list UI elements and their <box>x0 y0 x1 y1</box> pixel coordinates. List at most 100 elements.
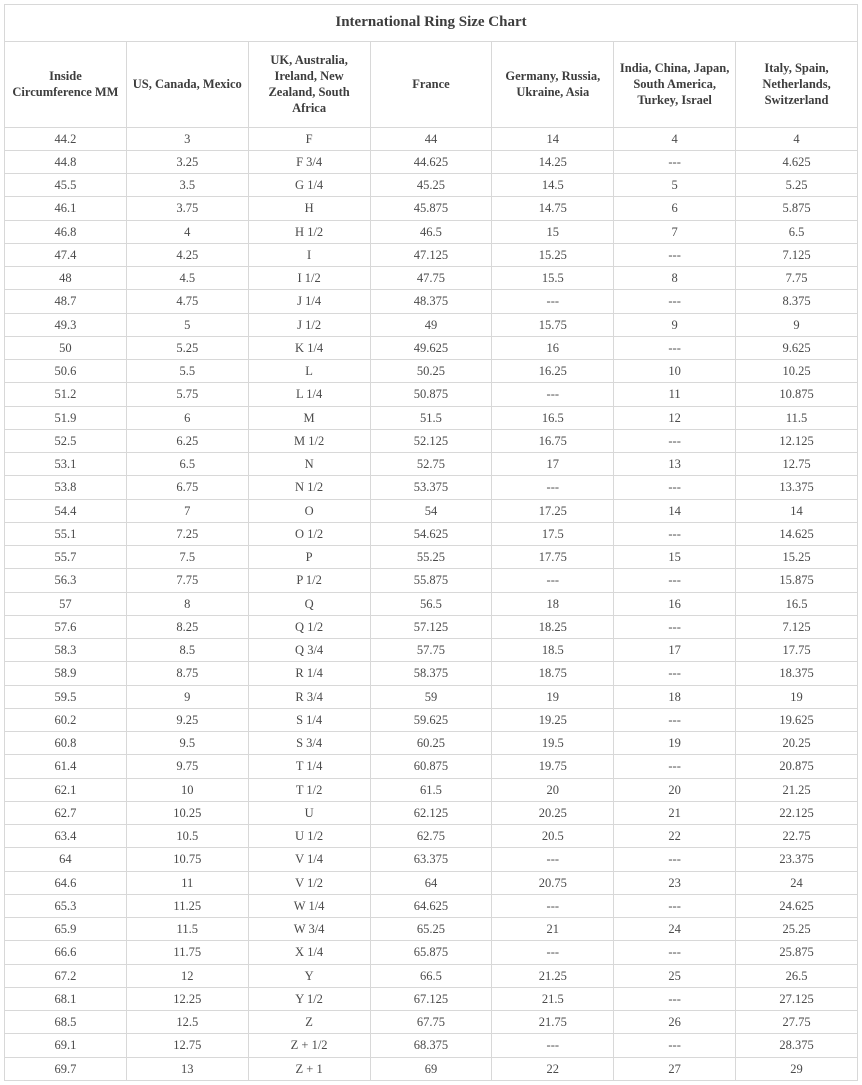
table-cell: 27 <box>614 1057 736 1080</box>
table-cell: 15.75 <box>492 313 614 336</box>
table-cell: 20 <box>492 778 614 801</box>
table-cell: --- <box>614 708 736 731</box>
table-cell: 17 <box>614 639 736 662</box>
table-cell: 10.75 <box>126 848 248 871</box>
table-cell: 47.4 <box>5 243 127 266</box>
table-cell: 9 <box>736 313 858 336</box>
table-cell: 21.25 <box>736 778 858 801</box>
table-row: 64.611V 1/26420.752324 <box>5 871 858 894</box>
table-cell: 21.25 <box>492 964 614 987</box>
table-cell: --- <box>492 848 614 871</box>
table-cell: H 1/2 <box>248 220 370 243</box>
table-cell: Z + 1/2 <box>248 1034 370 1057</box>
table-row: 66.611.75X 1/465.875------25.875 <box>5 941 858 964</box>
table-cell: 28.375 <box>736 1034 858 1057</box>
table-cell: 60.8 <box>5 732 127 755</box>
table-cell: 16.5 <box>736 592 858 615</box>
table-cell: --- <box>614 1034 736 1057</box>
table-cell: 14 <box>736 499 858 522</box>
table-cell: 57.75 <box>370 639 492 662</box>
table-row: 52.56.25M 1/252.12516.75---12.125 <box>5 429 858 452</box>
table-cell: 46.5 <box>370 220 492 243</box>
table-cell: 13 <box>126 1057 248 1080</box>
table-cell: 9.5 <box>126 732 248 755</box>
table-cell: 50.25 <box>370 360 492 383</box>
table-cell: 61.5 <box>370 778 492 801</box>
table-cell: N 1/2 <box>248 476 370 499</box>
table-cell: 67.75 <box>370 1011 492 1034</box>
table-cell: 64.625 <box>370 894 492 917</box>
table-cell: 54 <box>370 499 492 522</box>
table-cell: 69 <box>370 1057 492 1080</box>
table-row: 46.13.75H45.87514.7565.875 <box>5 197 858 220</box>
table-cell: X 1/4 <box>248 941 370 964</box>
table-row: 67.212Y66.521.252526.5 <box>5 964 858 987</box>
table-cell: --- <box>492 476 614 499</box>
table-cell: M <box>248 406 370 429</box>
table-cell: 22.75 <box>736 825 858 848</box>
table-cell: 57 <box>5 592 127 615</box>
table-cell: 16.25 <box>492 360 614 383</box>
table-cell: 4.25 <box>126 243 248 266</box>
table-cell: Z <box>248 1011 370 1034</box>
table-row: 6410.75V 1/463.375------23.375 <box>5 848 858 871</box>
table-cell: H <box>248 197 370 220</box>
table-cell: N <box>248 453 370 476</box>
table-cell: 65.875 <box>370 941 492 964</box>
table-cell: 5 <box>614 174 736 197</box>
table-cell: 19 <box>736 685 858 708</box>
table-cell: --- <box>492 569 614 592</box>
table-cell: 7 <box>614 220 736 243</box>
table-cell: 51.2 <box>5 383 127 406</box>
table-row: 484.5I 1/247.7515.587.75 <box>5 267 858 290</box>
table-cell: 62.7 <box>5 801 127 824</box>
table-row: 68.112.25Y 1/267.12521.5---27.125 <box>5 987 858 1010</box>
table-cell: P 1/2 <box>248 569 370 592</box>
table-cell: --- <box>492 894 614 917</box>
table-cell: 58.375 <box>370 662 492 685</box>
table-cell: Z + 1 <box>248 1057 370 1080</box>
table-cell: M 1/2 <box>248 429 370 452</box>
table-cell: 6.5 <box>736 220 858 243</box>
table-cell: 18 <box>492 592 614 615</box>
table-cell: 59 <box>370 685 492 708</box>
table-cell: 44.8 <box>5 150 127 173</box>
table-cell: 59.625 <box>370 708 492 731</box>
table-cell: 46.1 <box>5 197 127 220</box>
table-cell: Y <box>248 964 370 987</box>
table-cell: 7.125 <box>736 615 858 638</box>
table-cell: 19.25 <box>492 708 614 731</box>
table-cell: 67.2 <box>5 964 127 987</box>
table-cell: 62.125 <box>370 801 492 824</box>
table-cell: G 1/4 <box>248 174 370 197</box>
table-cell: 54.625 <box>370 522 492 545</box>
table-row: 50.65.5L50.2516.251010.25 <box>5 360 858 383</box>
table-cell: 20.875 <box>736 755 858 778</box>
table-cell: 12.5 <box>126 1011 248 1034</box>
table-cell: 55.7 <box>5 546 127 569</box>
table-cell: W 3/4 <box>248 918 370 941</box>
table-cell: 17.25 <box>492 499 614 522</box>
table-row: 54.47O5417.251414 <box>5 499 858 522</box>
table-cell: 14 <box>614 499 736 522</box>
table-cell: 5 <box>126 313 248 336</box>
table-cell: --- <box>614 848 736 871</box>
table-row: 46.84H 1/246.51576.5 <box>5 220 858 243</box>
table-cell: I 1/2 <box>248 267 370 290</box>
table-cell: 59.5 <box>5 685 127 708</box>
table-cell: 5.75 <box>126 383 248 406</box>
table-cell: 29 <box>736 1057 858 1080</box>
table-cell: 7.25 <box>126 522 248 545</box>
table-cell: 27.125 <box>736 987 858 1010</box>
table-cell: 8 <box>126 592 248 615</box>
table-cell: S 1/4 <box>248 708 370 731</box>
table-cell: 4.5 <box>126 267 248 290</box>
table-cell: 6.5 <box>126 453 248 476</box>
table-cell: 7 <box>126 499 248 522</box>
column-header: India, China, Japan, South America, Turk… <box>614 41 736 127</box>
table-cell: 17.75 <box>736 639 858 662</box>
table-cell: 12.125 <box>736 429 858 452</box>
table-cell: 17.75 <box>492 546 614 569</box>
table-cell: 46.8 <box>5 220 127 243</box>
table-cell: 8 <box>614 267 736 290</box>
